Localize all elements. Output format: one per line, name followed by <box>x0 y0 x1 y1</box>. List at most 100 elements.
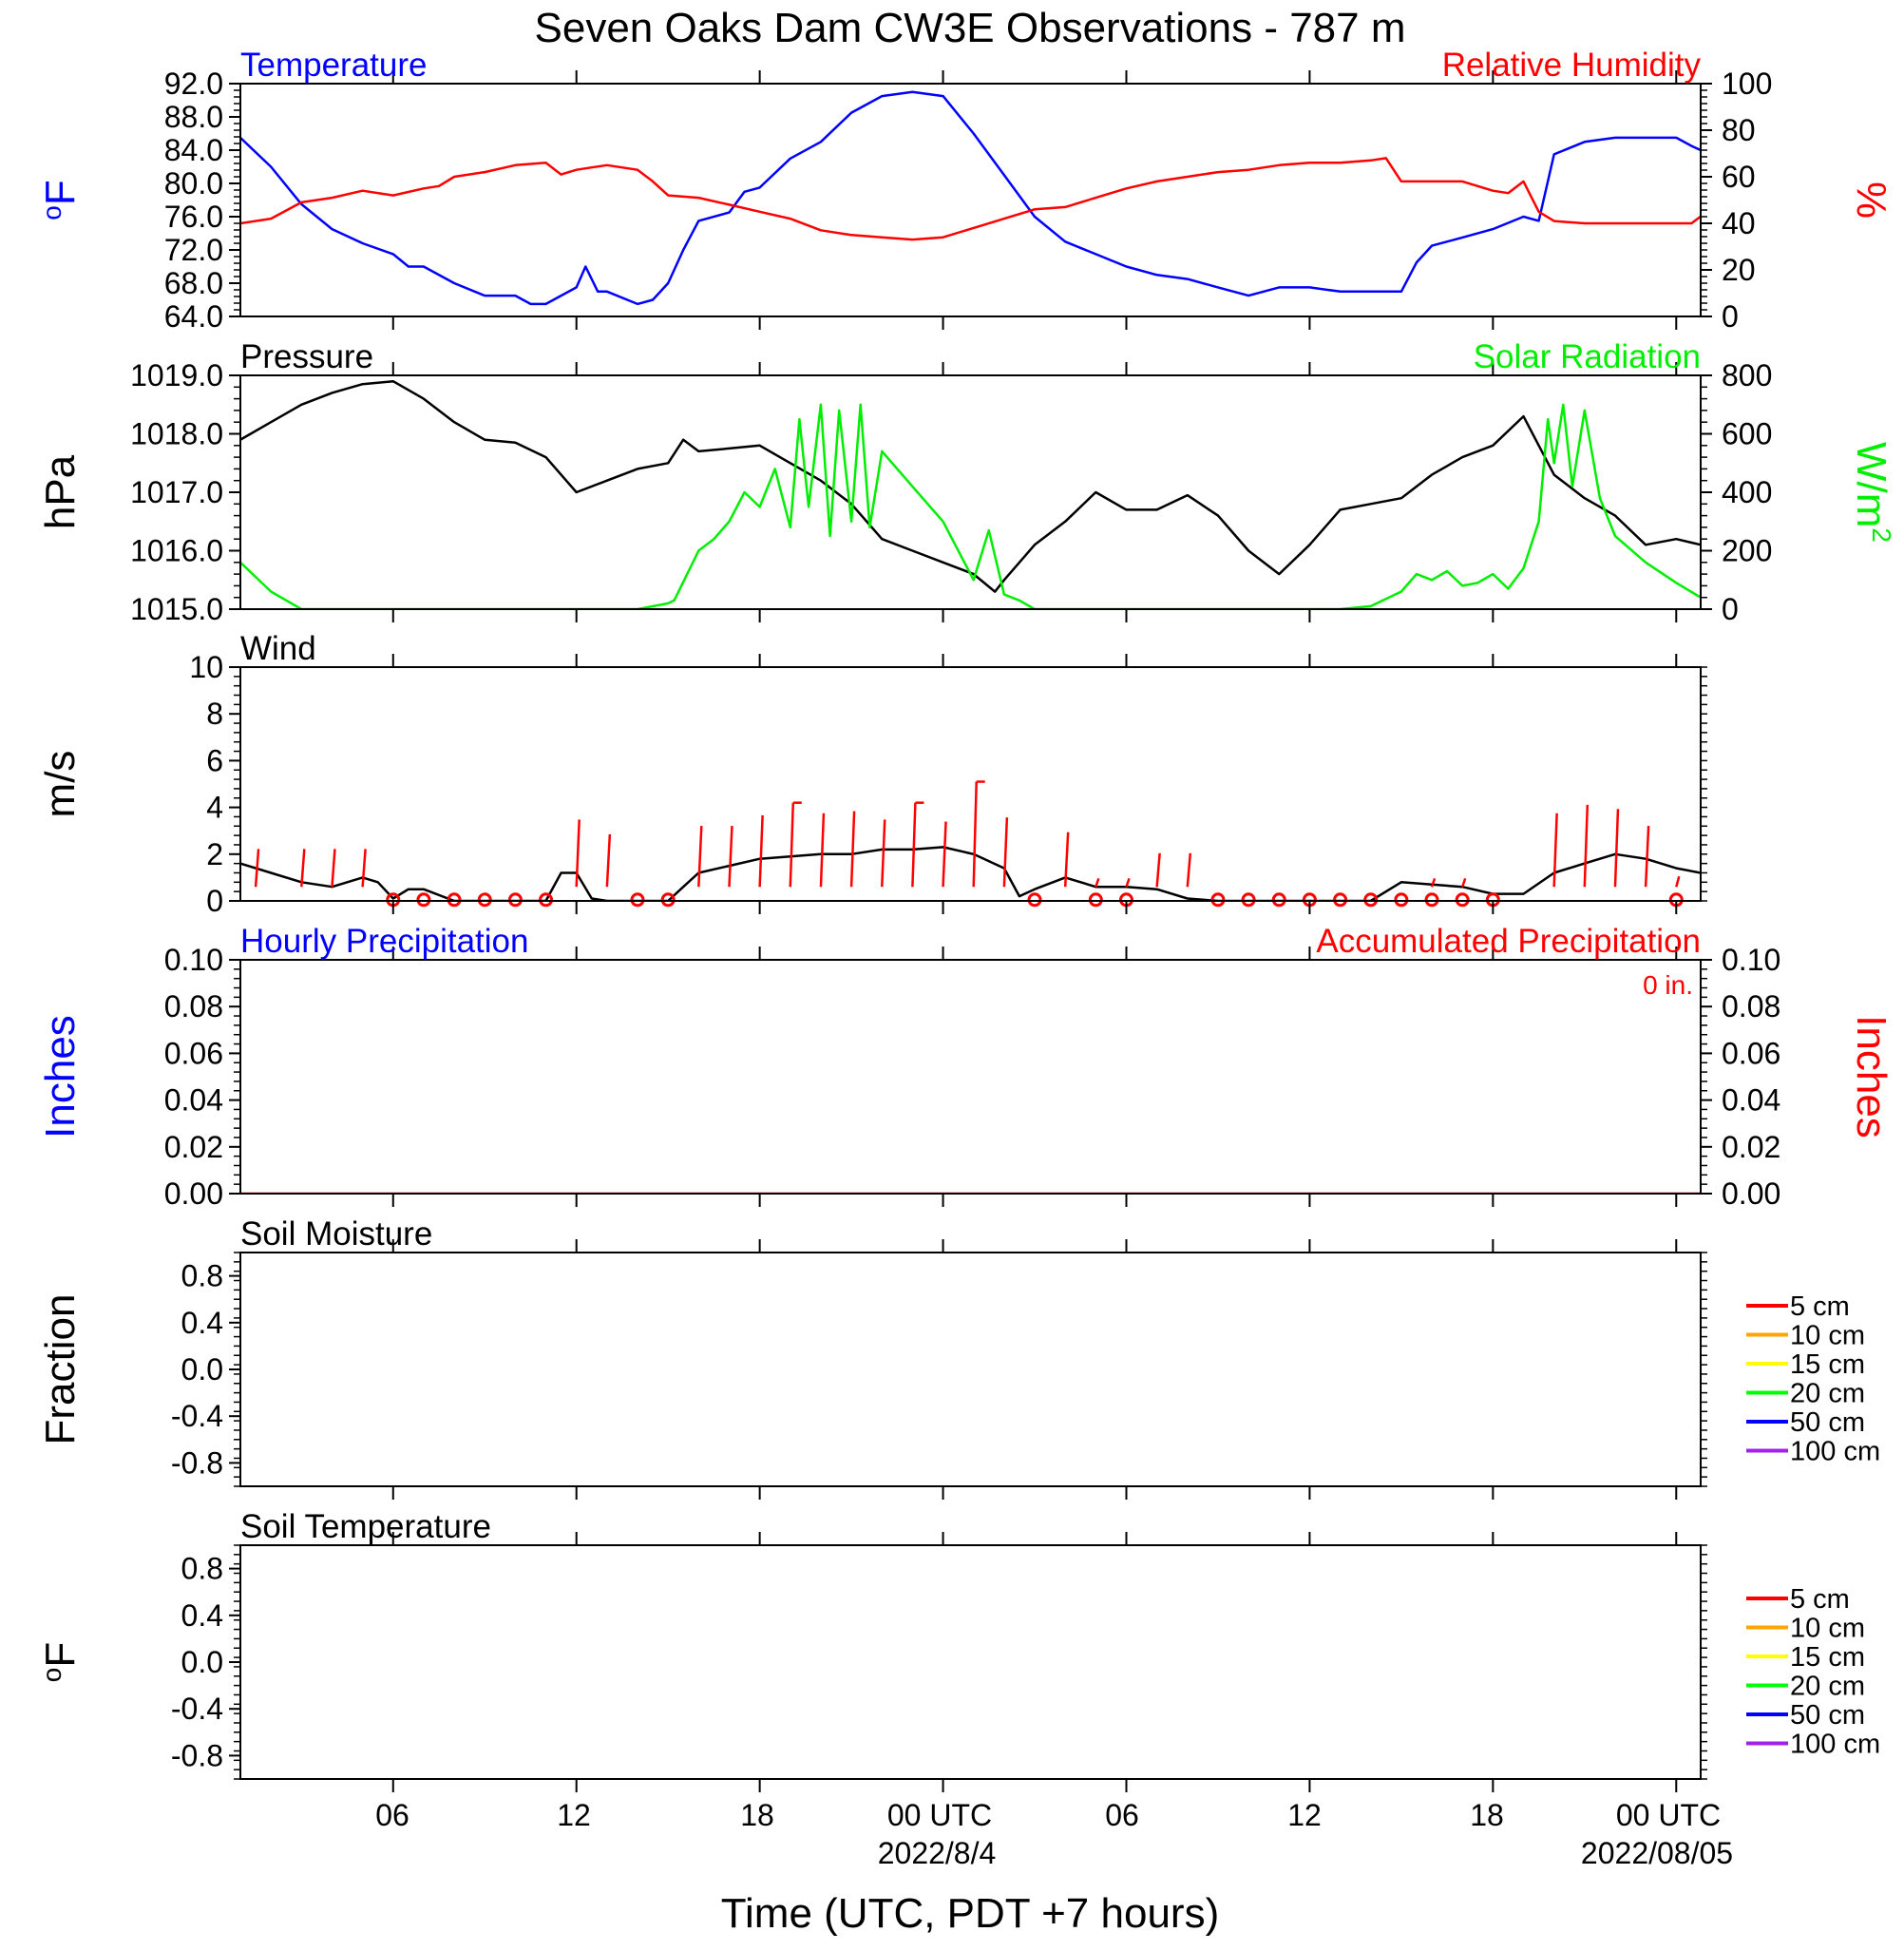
y-tick-label-right: 0.00 <box>1722 1176 1780 1211</box>
wind-barb <box>1583 804 1590 888</box>
y-tick-label: 6 <box>206 743 223 777</box>
plot-frame <box>239 1252 1702 1487</box>
wind-barb <box>300 849 306 888</box>
wind-barb <box>697 825 703 888</box>
y-tick-label: 1018.0 <box>130 417 223 451</box>
y-tick-label: 64.0 <box>164 299 223 334</box>
y-tick-label-right: 0 <box>1722 299 1739 334</box>
y-axis-label-left: m/s <box>37 751 84 818</box>
wind-barb <box>331 849 336 888</box>
calm-marker <box>630 892 645 908</box>
wind-barb <box>849 811 856 888</box>
y-tick-label: 1017.0 <box>130 475 223 509</box>
y-tick-label: 0.08 <box>164 989 223 1023</box>
calm-marker <box>1241 892 1256 908</box>
calm-marker <box>539 892 554 908</box>
y-tick-label: 2 <box>206 837 223 871</box>
legend-label: 5 cm <box>1790 1584 1850 1615</box>
x-tick-label: 12 <box>557 1798 591 1832</box>
wind-barb <box>605 833 612 888</box>
panel-title-left: Hourly Precipitation <box>240 923 528 960</box>
y-tick-label: 1019.0 <box>130 358 223 392</box>
y-tick-label: 68.0 <box>164 266 223 300</box>
wind-barb <box>819 813 826 888</box>
figure-title: Seven Oaks Dam CW3E Observations - 787 m <box>535 5 1406 51</box>
panel-title-right: Accumulated Precipitation <box>1316 923 1701 960</box>
y-tick-label-right: 0.04 <box>1722 1083 1780 1118</box>
wind-barb <box>758 814 764 888</box>
wind-barb <box>728 825 733 888</box>
wind-barb <box>1186 852 1192 888</box>
y-tick-label-right: 80 <box>1722 113 1756 147</box>
x-tick-label: 00 UTC <box>1616 1798 1721 1832</box>
y-tick-label-right: 800 <box>1722 358 1772 392</box>
panels: 92.088.084.080.076.072.068.064.010080604… <box>37 47 1896 1792</box>
wind-barb <box>361 849 367 888</box>
legend-label: 100 cm <box>1790 1730 1880 1760</box>
wind-barb <box>1644 825 1650 888</box>
wind-barb <box>575 819 581 888</box>
wind-barb <box>1613 809 1620 888</box>
wind-barb <box>1430 877 1437 888</box>
legend-label: 100 cm <box>1790 1437 1880 1467</box>
panel-title-left: Soil Temperature <box>240 1508 491 1545</box>
y-tick-label: 10 <box>189 650 223 684</box>
wind-barb <box>254 849 260 888</box>
y-axis-label-right: % <box>1848 182 1894 219</box>
y-tick-label: 0 <box>206 884 223 918</box>
calm-marker <box>1455 892 1470 908</box>
x-tick-label: 06 <box>375 1798 409 1832</box>
y-tick-label: -0.4 <box>171 1399 223 1433</box>
y-tick-label: 0.4 <box>181 1598 223 1633</box>
calm-marker <box>1363 892 1379 908</box>
x-tick-label: 18 <box>1470 1798 1504 1832</box>
legend-label: 50 cm <box>1790 1407 1865 1438</box>
series-line-temperature <box>240 90 1701 306</box>
wind-barb <box>1125 877 1131 888</box>
panel-hourly-precipitation: 0.10 0.08 0.06 0.04 0.02 0.00 0.10 0.08 0.06 0.04… <box>37 923 1894 1211</box>
date-label-1: 2022/8/4 <box>878 1836 997 1870</box>
calm-marker <box>660 892 676 908</box>
calm-marker <box>477 892 492 908</box>
y-tick-label: 0.10 <box>164 943 223 977</box>
y-axis-label-left: Inches <box>37 1015 84 1138</box>
y-tick-label-right: 0.08 <box>1722 989 1780 1023</box>
panel-temperature: 92.088.084.080.076.072.068.064.0 100 80 60 4… <box>37 47 1894 334</box>
panel-title-left: Pressure <box>240 338 373 375</box>
y-tick-label: 80.0 <box>164 166 223 201</box>
y-tick-label: 0.06 <box>164 1036 223 1070</box>
legend-label: 15 cm <box>1790 1642 1865 1673</box>
y-tick-label-right: 600 <box>1722 417 1772 451</box>
panel-title-right: Solar Radiation <box>1474 338 1701 375</box>
y-tick-label-right: 0.02 <box>1722 1130 1780 1164</box>
plot-frame <box>239 959 1702 1195</box>
y-tick-label-right: 0.06 <box>1722 1036 1780 1070</box>
wind-barb <box>1002 817 1009 888</box>
panel-pressure: 1019.0 1018.0 1017.0 1016.0 1015.0 800 600 400 2… <box>37 338 1896 626</box>
y-axis-label-left: oF <box>37 1642 84 1682</box>
y-tick-label-right: 100 <box>1722 67 1772 101</box>
panel-title-left: Temperature <box>240 47 427 84</box>
legend-label: 15 cm <box>1790 1349 1865 1380</box>
calm-marker <box>1210 892 1226 908</box>
y-tick-label: 0.4 <box>181 1306 223 1340</box>
legend-label: 20 cm <box>1790 1672 1865 1702</box>
x-tick-label: 12 <box>1287 1798 1322 1832</box>
y-tick-label-right: 20 <box>1722 253 1756 287</box>
plot-frame <box>239 666 1702 902</box>
calm-marker <box>1333 892 1348 908</box>
x-tick-label: 06 <box>1105 1798 1139 1832</box>
y-tick-label: 0.00 <box>164 1176 223 1211</box>
y-tick-label: 1016.0 <box>130 534 223 568</box>
y-tick-label: 1015.0 <box>130 592 223 626</box>
y-tick-label: 0.02 <box>164 1130 223 1164</box>
panel-wind: 10 8 6 4 2 0 Wind m/s <box>37 630 1707 918</box>
wind-barb <box>1095 877 1100 888</box>
y-tick-label: -0.4 <box>171 1692 223 1726</box>
plot-frame <box>239 83 1702 317</box>
y-tick-label: 0.04 <box>164 1083 223 1118</box>
y-tick-label: -0.8 <box>171 1445 223 1480</box>
y-tick-label: -0.8 <box>171 1738 223 1772</box>
wind-barb <box>911 802 917 888</box>
